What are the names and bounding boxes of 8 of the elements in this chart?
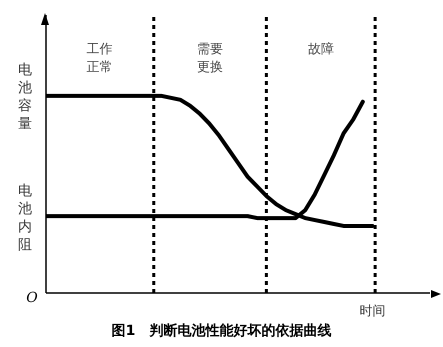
x-axis-title: 时间 (359, 304, 386, 319)
text: 工作正常 (86, 42, 112, 75)
text: 故障 (308, 42, 334, 57)
text: O (26, 290, 38, 306)
series-label: 电池内阻 (18, 182, 32, 253)
text: 图1 判断电池性能好坏的依据曲线 (112, 323, 332, 339)
series-label: 电池容量 (18, 62, 32, 132)
text: 需要更换 (197, 42, 224, 75)
